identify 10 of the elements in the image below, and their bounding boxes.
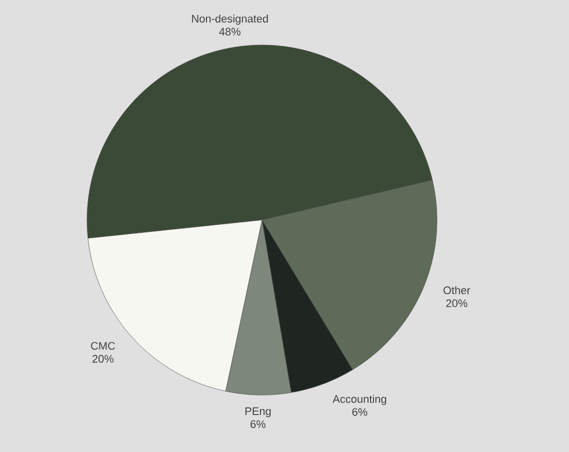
slice-label: Accounting (332, 394, 386, 406)
slice-label: Other (444, 286, 470, 294)
data-label: 20% (92, 354, 114, 363)
data-label: 48% (219, 28, 240, 36)
data-label: 20% (446, 299, 468, 308)
data-label: 6% (352, 408, 368, 416)
data-label: 6% (250, 420, 266, 428)
slice-label: CMC (91, 342, 116, 350)
slice-label: PEng (245, 407, 271, 418)
slice-label: Non-designated (192, 14, 268, 25)
